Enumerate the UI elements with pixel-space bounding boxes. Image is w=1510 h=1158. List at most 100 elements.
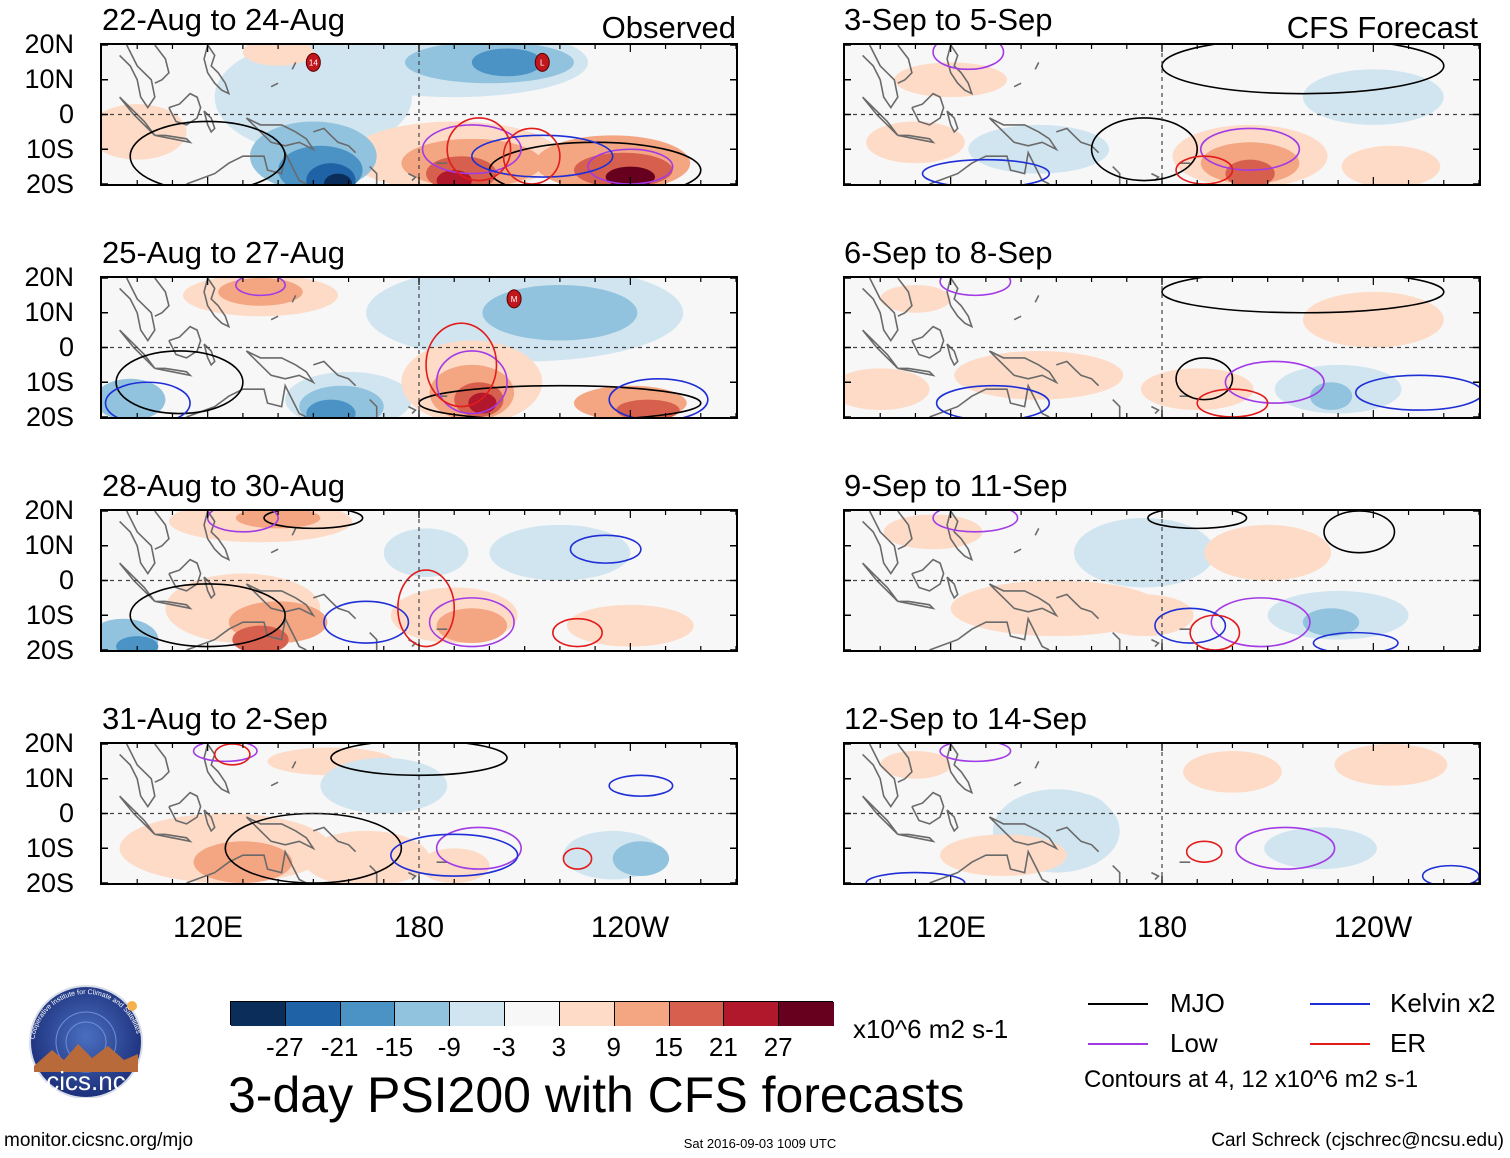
colorbar-tick-label: -15 — [375, 1032, 414, 1062]
footer-author[interactable]: Carl Schreck (cjschrec@ncsu.edu) — [1211, 1130, 1504, 1151]
axis-ticks — [845, 45, 1479, 184]
coastline — [1056, 826, 1100, 853]
shaded-anomaly — [323, 173, 353, 184]
map-canvas — [845, 511, 1479, 650]
map-panel-fcst-1 — [843, 43, 1481, 186]
coastline — [186, 849, 307, 883]
coastline — [154, 45, 170, 84]
coastline — [408, 172, 417, 182]
panel-title-fcst-1: 3-Sep to 5-Sep — [844, 2, 1053, 37]
contour-low — [939, 744, 1012, 763]
contour-kelvin-x2 — [104, 381, 191, 417]
panel-title-obs-2: 25-Aug to 27-Aug — [102, 235, 346, 270]
lat-label: 10N — [24, 297, 74, 327]
coastline — [291, 295, 297, 303]
contour-low — [939, 278, 1012, 297]
map-panel-fcst-4 — [843, 742, 1481, 885]
shaded-anomaly — [612, 841, 670, 877]
colorbar-tick-label: -3 — [492, 1032, 516, 1062]
storm-marker: 14 — [305, 52, 321, 72]
coastline — [1034, 62, 1040, 70]
colorbar-swatch — [231, 1002, 286, 1026]
coastline — [946, 110, 959, 134]
colorbar-swatch — [285, 1002, 341, 1026]
axis-ticks — [102, 744, 736, 883]
coastline — [929, 383, 1050, 417]
contour-kelvin-x2 — [935, 384, 1051, 417]
contour-mjo — [330, 744, 508, 777]
lat-label: 20N — [24, 495, 74, 525]
colorbar-swatch — [669, 1002, 725, 1026]
panel-title-fcst-2: 6-Sep to 8-Sep — [844, 235, 1053, 270]
contour-er — [552, 617, 603, 648]
shaded-anomaly — [954, 350, 1124, 400]
coastline — [897, 744, 913, 783]
map-canvas: 14 L — [102, 45, 736, 184]
colorbar-tick-label: 9 — [606, 1032, 621, 1062]
footer-url[interactable]: monitor.cicsnc.org/mjo — [4, 1130, 194, 1151]
coastline — [911, 92, 945, 126]
coastline — [313, 593, 357, 620]
lat-label: 20N — [24, 728, 74, 758]
colorbar-tick-label: -9 — [437, 1032, 461, 1062]
storm-label: 14 — [309, 58, 318, 67]
shaded-anomaly — [218, 278, 303, 306]
forecast-column-title: CFS Forecast — [1286, 10, 1478, 45]
contour-mjo — [1090, 117, 1199, 182]
coastline — [154, 833, 193, 843]
colorbar-tick-label: -27 — [266, 1032, 304, 1062]
coastline — [1034, 761, 1040, 769]
coastline — [946, 343, 959, 367]
colorbar-tick-label: -21 — [320, 1032, 359, 1062]
contour-mjo — [1175, 357, 1234, 401]
coastline — [154, 744, 170, 783]
contour-low — [1210, 597, 1311, 648]
coastline — [313, 360, 357, 387]
axis-ticks — [845, 511, 1479, 650]
coastline — [862, 744, 899, 809]
coastline — [270, 315, 279, 321]
shaded-anomaly — [1225, 159, 1275, 184]
colorbar-swatch — [395, 1002, 451, 1026]
contour-low — [435, 350, 508, 415]
contour-mjo — [1161, 45, 1445, 95]
coastline — [313, 127, 357, 154]
contour-kelvin-x2 — [323, 600, 410, 644]
coastline — [946, 511, 974, 562]
legend-line-low — [1088, 1043, 1148, 1045]
coastline — [1056, 360, 1100, 387]
coastline — [245, 583, 316, 618]
coastline — [929, 616, 1050, 650]
colorbar-swatch — [505, 1002, 560, 1026]
coastline — [1112, 632, 1121, 650]
coastline — [1112, 399, 1121, 417]
axis-ticks — [102, 45, 736, 184]
lat-label: 10S — [25, 833, 74, 863]
contour-mjo — [115, 350, 244, 415]
coastline — [897, 511, 913, 550]
map-canvas — [845, 45, 1479, 184]
shaded-anomaly — [866, 121, 965, 164]
shaded-anomaly — [845, 368, 930, 411]
colorbar-swatch — [779, 1002, 834, 1026]
coastline — [861, 562, 899, 602]
coastline — [988, 117, 1059, 152]
coastline — [291, 62, 297, 70]
contour-legend: MJO Kelvin x2 Low ER Contours at 4, 12 x… — [1080, 985, 1500, 1100]
colorbar — [230, 1001, 834, 1026]
map-canvas — [102, 511, 736, 650]
coastline — [245, 350, 316, 385]
coastline — [897, 367, 936, 377]
map-panel-obs-4 — [100, 742, 738, 885]
colorbar-tick-label: 21 — [708, 1032, 738, 1062]
contour-low — [435, 826, 522, 870]
cicsnc-logo[interactable]: Cooperative Institute for Climate and Sa… — [12, 980, 160, 1099]
coastline — [203, 809, 216, 833]
panel-title-obs-3: 28-Aug to 30-Aug — [102, 468, 346, 503]
coastline — [369, 632, 378, 650]
lat-label: 20N — [24, 29, 74, 59]
shaded-anomaly — [616, 399, 680, 417]
lat-label: 10N — [24, 763, 74, 793]
lat-label: 10S — [25, 600, 74, 630]
coastline — [988, 583, 1059, 618]
